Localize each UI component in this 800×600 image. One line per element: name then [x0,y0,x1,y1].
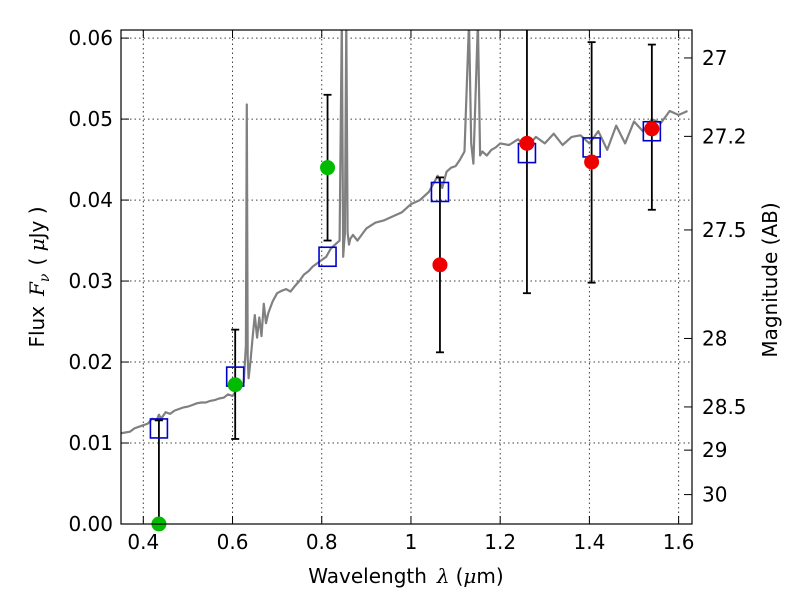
model-point-square [149,418,169,439]
x-axis-title: Wavelength λ (μm) [308,564,503,588]
y-axis-title-subscript: ν [37,273,53,282]
y-tick-label: 0.01 [68,431,113,455]
y2-tick-label: 27 [702,46,727,70]
y-tick-label: 0.02 [68,350,113,374]
y2-tick-label: 27.5 [702,218,747,242]
x-tick-label: 1 [405,530,418,554]
x-tick-label: 0.6 [217,530,249,554]
y-axis-title-unit-mu: μ [25,238,49,251]
x-tick-label: 1.6 [663,530,695,554]
x-tick-label: 1.2 [484,530,516,554]
x-axis-title-unit-rest: m) [476,564,503,588]
y-tick-label: 0.05 [68,107,113,131]
y2-tick-label: 28 [702,326,727,350]
y-tick-label: 0.03 [68,269,113,293]
x-axis-title-symbol: λ [436,564,450,588]
x-axis-title-unit-mu: μ [463,564,476,588]
plot-frame [120,29,693,525]
observed-point-layer [151,121,660,532]
y-axis-title-unit-rest: Jy ) [25,206,49,240]
y-tick-label: 0.06 [68,26,113,50]
y-tick-label: 0.04 [68,188,113,212]
x-tick-label: 1.4 [573,530,605,554]
observed-point-red [584,154,600,170]
observed-point-red [432,257,448,273]
y-axis-title-symbol: F [25,281,49,297]
y-axis-title-prefix: Flux [25,306,49,348]
errorbar-layer [154,30,656,524]
y2-axis-title: Magnitude (AB) [758,202,782,357]
y-axis-title-unit-open: ( [25,251,49,265]
observed-point-green [227,377,243,393]
model-point-square [430,181,450,203]
model-spectrum-layer [121,30,688,435]
axis-ticks: 0.4 0.6 0.8 1 1.2 1.4 1.6 0.00 0.01 0.02 0.03 0.04 0… [68,26,746,554]
model-point-square [318,246,337,268]
y2-tick-label: 29 [702,438,727,462]
y2-tick-label: 30 [702,483,727,507]
observed-point-green [320,160,336,176]
x-tick-label: 0.8 [306,530,338,554]
model-spectrum-line [121,30,688,435]
y-axis-title: Flux Fν ( μJy ) [25,206,53,347]
y2-tick-label: 27.2 [702,124,747,148]
y-tick-label: 0.00 [68,512,113,536]
observed-point-red [644,121,660,137]
y2-tick-label: 28.5 [702,395,747,419]
grid-lines [121,30,692,525]
observed-point-red [519,135,535,151]
x-axis-title-unit-open: ( [456,564,464,588]
x-tick-label: 0.4 [127,530,159,554]
model-point-layer [149,120,662,439]
x-axis-title-prefix: Wavelength [308,564,427,588]
